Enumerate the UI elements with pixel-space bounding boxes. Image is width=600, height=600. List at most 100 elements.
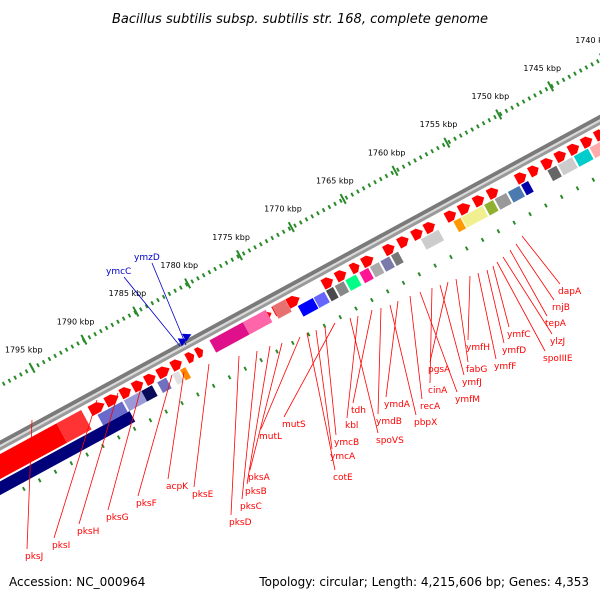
inner-dot	[496, 229, 501, 234]
gene-label-ymcA: ymcA	[330, 452, 356, 462]
ruler-dot	[258, 241, 263, 247]
ruler-dot	[276, 232, 280, 238]
inner-dot	[480, 237, 485, 243]
ruler-tick-label: 1765 kbp	[316, 177, 354, 186]
ruler-major-tick	[28, 362, 36, 374]
reverse-gene-block	[123, 391, 148, 412]
ruler-tick-label: 1780 kbp	[160, 261, 198, 270]
gene-label-dapA: dapA	[558, 287, 582, 297]
gene-label-ymdB: ymdB	[376, 417, 402, 427]
reverse-gene-block	[334, 281, 350, 297]
forward-gene-arrow	[154, 366, 171, 380]
inner-dot	[196, 392, 200, 397]
inner-dot	[322, 323, 327, 328]
forward-gene-arrow	[284, 295, 301, 310]
ruler-tick-label: 1790 kbp	[57, 317, 95, 326]
inner-dot	[53, 469, 58, 474]
leader-line	[515, 243, 555, 301]
reverse-strand-track	[0, 141, 600, 496]
inner-dot	[22, 486, 26, 492]
gene-label-pksB: pksB	[245, 487, 267, 497]
ruler-tick-label: 1770 kbp	[264, 205, 302, 214]
leader-line	[151, 262, 187, 346]
ruler-dot	[584, 65, 589, 70]
ruler-dot	[516, 102, 520, 107]
ruler-dot	[418, 155, 423, 160]
gene-label-spoIIIE: spoIIIE	[543, 354, 573, 364]
ymcC-marker	[177, 338, 188, 347]
ruler-major-tick	[235, 249, 243, 261]
leader-line	[283, 322, 336, 418]
reverse-gene-block	[157, 377, 172, 393]
gene-label-pksI: pksI	[52, 541, 70, 551]
ruler-dot	[53, 353, 57, 359]
ruler-dot	[213, 266, 217, 272]
ruler-dot	[498, 111, 503, 117]
gene-label-pksA: pksA	[248, 473, 271, 483]
ruler-dot	[116, 319, 120, 324]
reverse-gene-block	[325, 286, 339, 302]
inner-dot	[433, 263, 437, 268]
leader-line	[249, 342, 283, 471]
ruler-dot	[224, 260, 229, 266]
ruler-dot	[384, 173, 389, 179]
leader-line	[502, 256, 553, 335]
forward-gene-arrow	[193, 346, 204, 359]
leader-line	[439, 284, 465, 376]
leader-line	[193, 363, 210, 488]
ruler-dot	[87, 335, 92, 340]
ruler-dot	[544, 86, 549, 92]
reverse-gene-block	[573, 148, 594, 167]
leader-line	[492, 265, 510, 328]
ruler-dot	[19, 372, 23, 377]
forward-gene-arrow	[395, 235, 410, 250]
ruler-tick-label: 1760 kbp	[368, 148, 406, 157]
reverse-gene-block	[494, 192, 512, 210]
leader-line	[509, 249, 548, 317]
genome-title: Bacillus subtilis subsp. subtilis str. 1…	[112, 12, 488, 27]
forward-gene-arrow	[485, 187, 499, 201]
leader-line	[429, 287, 433, 384]
forward-gene-block	[209, 322, 250, 353]
leader-line	[352, 309, 373, 404]
ruler-dot	[458, 133, 463, 138]
inner-dot	[290, 340, 295, 346]
ruler-dot	[396, 167, 400, 173]
inner-dot	[275, 349, 279, 354]
gene-label-ymfH: ymfH	[466, 343, 490, 353]
ruler-dot	[344, 195, 349, 200]
gene-label-fabG: fabG	[466, 365, 487, 375]
ruler-dot	[550, 83, 554, 89]
leader-line	[419, 291, 458, 393]
gene-label-ymfC: ymfC	[507, 330, 531, 340]
inner-dot	[528, 211, 532, 217]
leader-line	[389, 304, 417, 416]
ruler-dot	[167, 291, 172, 297]
gene-label-ymzD: ymzD	[134, 253, 160, 263]
ruler-dot	[378, 176, 383, 182]
gene-label-mutL: mutL	[259, 432, 282, 442]
forward-gene-arrow	[142, 373, 157, 387]
ruler-dot	[293, 223, 297, 228]
forward-gene-arrow	[183, 351, 195, 365]
ruler-dot	[510, 105, 514, 110]
gene-label-ymfF: ymfF	[494, 362, 516, 372]
ruler-dot	[207, 269, 212, 275]
forward-gene-arrow	[117, 386, 132, 401]
reverse-gene-block	[589, 141, 600, 159]
ruler-dot	[595, 58, 600, 64]
inner-dot	[338, 314, 343, 320]
reverse-gene-block	[453, 217, 467, 233]
forward-gene-arrow	[333, 269, 347, 284]
ruler-dot	[590, 62, 594, 67]
forward-gene-arrow	[409, 228, 424, 242]
forward-gene-arrow	[592, 128, 600, 143]
ruler-dot	[13, 375, 18, 380]
reverse-gene-block	[547, 165, 562, 182]
ruler-dot	[504, 108, 509, 114]
ruler-dot	[247, 248, 252, 253]
ruler-dot	[264, 238, 269, 244]
gene-label-tdh: tdh	[351, 406, 366, 416]
inner-dot	[148, 417, 153, 423]
